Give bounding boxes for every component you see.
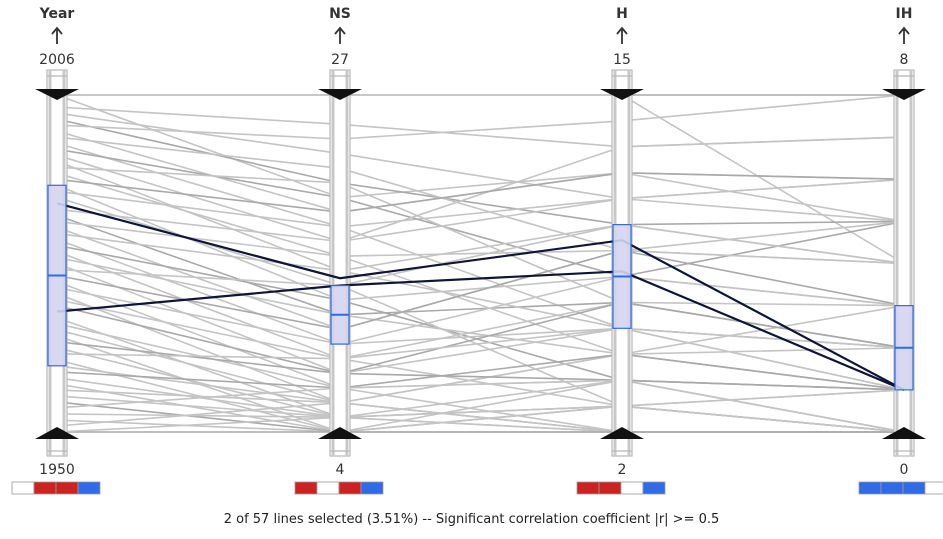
axis-min-label: 1950 [39,462,75,478]
axis-controls-year[interactable] [35,89,79,439]
data-line [56,327,905,391]
legend-swatch-red [33,481,57,495]
top-slider-handle[interactable] [318,89,362,100]
legend-swatch-red [598,481,622,495]
axis-max-label: 2006 [39,52,75,68]
legend-swatch-blue [77,481,101,495]
selected-lines-layer [56,202,905,391]
top-slider-handle[interactable] [35,89,79,100]
axis-min-label: 4 [336,462,345,478]
data-line [56,94,905,140]
data-line [56,301,905,375]
data-line [56,286,905,349]
axes-layer: Year 2006 1950 NS 27 4 H 15 2 IH 8 0 [11,6,943,495]
data-line [56,136,905,243]
legend-swatch-white [924,481,943,495]
legend-swatch-red [576,481,600,495]
data-line [56,118,905,226]
legend-swatch-red [294,481,318,495]
data-line [56,316,905,419]
data-line [56,340,905,391]
data-line [56,353,905,391]
axis-ih: IH 8 0 [858,6,943,495]
axis-title: NS [329,6,351,22]
data-line [56,256,905,356]
axis-controls-ns[interactable] [318,89,362,439]
data-line [56,238,905,345]
data-line [56,249,905,331]
legend-swatch-red [55,481,79,495]
legend-swatch-white [316,481,340,495]
legend-swatch-white [11,481,35,495]
data-line [56,389,905,419]
data-line [56,171,905,214]
axis-ns: NS 27 4 [294,6,384,495]
legend-swatch-blue [858,481,882,495]
legend-swatch-blue [642,481,666,495]
lines-layer [56,94,905,433]
arrow-up-icon [898,26,910,35]
parallel-coordinates-chart: Year 2006 1950 NS 27 4 H 15 2 IH 8 0 [11,6,943,495]
arrow-up-icon [51,26,63,35]
arrow-up-icon [334,26,346,35]
bottom-slider-handle[interactable] [35,427,79,439]
data-line [56,405,905,433]
top-slider-handle[interactable] [600,89,644,100]
data-line [56,197,905,243]
data-line [56,166,905,307]
data-line [56,172,905,258]
status-bar: 2 of 57 lines selected (3.51%) -- Signif… [223,512,720,527]
legend-swatch-red [338,481,362,495]
axis-rail [329,69,351,457]
data-line [56,148,905,278]
data-line [56,94,905,199]
axis-min-label: 2 [618,462,627,478]
data-line [57,94,905,265]
axis-max-label: 8 [900,52,909,68]
selected-line [56,202,905,391]
axis-title: H [616,6,628,22]
bottom-slider-handle[interactable] [882,427,926,439]
data-line [56,379,905,433]
legend-swatch-blue [902,481,926,495]
axis-overlay-layer [35,89,926,439]
axis-max-label: 15 [613,52,631,68]
top-slider-handle[interactable] [882,89,926,100]
legend-swatch-blue [360,481,384,495]
axis-max-label: 27 [331,52,349,68]
arrow-up-icon [616,26,628,35]
data-line [56,401,904,433]
selected-line [56,270,905,391]
bottom-slider-handle[interactable] [600,427,644,439]
axis-title: Year [39,6,75,22]
axis-min-label: 0 [900,462,909,478]
data-line [56,244,905,391]
axis-title: IH [896,6,913,22]
bottom-slider-handle[interactable] [318,427,362,439]
legend-swatch-blue [880,481,904,495]
data-line [56,142,905,228]
axis-controls-h[interactable] [600,89,644,439]
legend-swatch-white [620,481,644,495]
axis-controls-ih[interactable] [882,89,926,439]
